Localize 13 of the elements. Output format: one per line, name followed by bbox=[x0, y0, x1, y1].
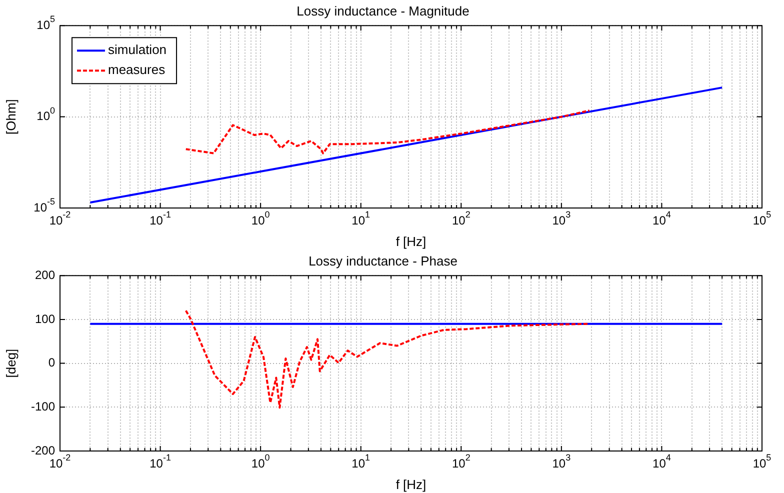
y-tick-label: -200 bbox=[30, 443, 56, 458]
y-tick-label: 200 bbox=[34, 268, 56, 282]
chart-title: Lossy inductance - Phase bbox=[308, 253, 458, 268]
legend-label: measures bbox=[108, 62, 166, 78]
y-axis-title: [deg] bbox=[3, 348, 18, 378]
y-tick-label: 0 bbox=[48, 356, 56, 370]
y-tick-label: 100 bbox=[34, 312, 56, 326]
y-tick-label: -100 bbox=[30, 399, 56, 414]
y-axis-title: [Ohm] bbox=[3, 99, 18, 135]
x-axis-title: f [Hz] bbox=[396, 476, 426, 492]
chart-title: Lossy inductance - Magnitude bbox=[296, 3, 470, 18]
legend-label: simulation bbox=[108, 42, 167, 58]
x-axis-title: f [Hz] bbox=[396, 234, 426, 249]
